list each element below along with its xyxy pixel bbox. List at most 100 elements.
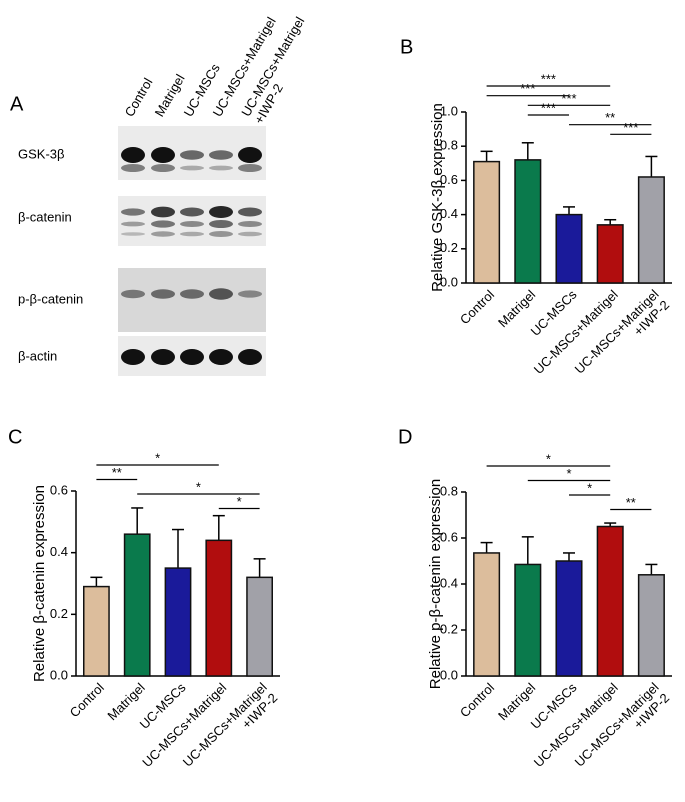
band	[209, 220, 233, 228]
x-tick-label: UC-MSCs+Matrigel+IWP-2	[572, 680, 673, 781]
significance-label: *	[155, 450, 160, 465]
band	[121, 208, 145, 216]
significance-label: *	[587, 480, 592, 495]
row-label: p-β-catenin	[18, 291, 83, 306]
bar	[514, 159, 542, 284]
y-tick-label: 0.4	[50, 544, 68, 559]
band	[180, 349, 204, 365]
band	[238, 290, 262, 298]
band	[180, 207, 204, 217]
y-tick-label: 0.6	[440, 529, 458, 544]
significance-label: ***	[561, 91, 576, 106]
panel-label: C	[8, 426, 22, 448]
bar	[596, 525, 624, 677]
band	[238, 349, 262, 365]
y-tick-label: 0.8	[440, 483, 458, 498]
band	[121, 221, 145, 227]
panel-label: A	[10, 93, 24, 115]
band	[151, 349, 175, 365]
significance-label: **	[605, 110, 615, 125]
bar	[246, 576, 273, 677]
bar	[205, 539, 233, 677]
y-tick-label: 0.0	[50, 667, 68, 682]
row-label: GSK-3β	[18, 146, 65, 161]
band	[180, 165, 204, 171]
bar	[514, 563, 542, 677]
y-tick-label: 0.2	[440, 240, 458, 255]
y-tick-label: 0.4	[440, 206, 458, 221]
bar	[555, 213, 583, 284]
band	[209, 288, 233, 300]
y-axis-label: Relative GSK-3β expression	[429, 103, 446, 292]
bar	[123, 533, 151, 677]
x-tick-label: Control	[457, 287, 497, 327]
significance-label: *	[237, 494, 242, 509]
bar	[637, 176, 665, 284]
row-label: β-actin	[18, 348, 57, 363]
band	[238, 147, 262, 163]
band	[209, 349, 233, 365]
bar	[164, 567, 192, 677]
y-tick-label: 0.2	[50, 606, 68, 621]
x-tick-label: UC-MSCs+Matrigel+IWP-2	[572, 287, 673, 388]
lane-label: Control	[122, 75, 156, 119]
row-label: β-catenin	[18, 209, 72, 224]
band	[121, 289, 145, 299]
y-tick-label: 0.0	[440, 667, 458, 682]
band	[151, 220, 175, 228]
y-tick-label: 0.4	[440, 575, 458, 590]
significance-label: ***	[541, 100, 556, 115]
band	[180, 231, 204, 237]
significance-label: ***	[520, 81, 535, 96]
blot-box	[118, 196, 266, 246]
band	[151, 289, 175, 299]
band	[151, 231, 175, 237]
y-axis-label: Relative β-catenin expression	[31, 485, 48, 682]
y-tick-label: 0.0	[440, 274, 458, 289]
band	[121, 349, 145, 365]
y-tick-label: 0.6	[50, 482, 68, 497]
band	[180, 150, 204, 160]
bar	[473, 552, 501, 677]
band	[238, 221, 262, 227]
band	[238, 164, 262, 172]
significance-label: **	[112, 465, 122, 480]
band	[151, 206, 175, 218]
blot-box	[118, 268, 266, 332]
band	[151, 164, 175, 172]
band	[180, 289, 204, 299]
band	[209, 206, 233, 218]
y-tick-label: 0.2	[440, 621, 458, 636]
y-axis-label: Relative p-β-catenin expression	[427, 479, 444, 689]
band	[238, 207, 262, 217]
x-tick-label: Control	[67, 680, 107, 720]
significance-label: *	[546, 451, 551, 466]
significance-label: ***	[623, 120, 638, 135]
bar	[555, 560, 583, 677]
x-tick-label: UC-MSCs+Matrigel+IWP-2	[180, 680, 281, 781]
band	[209, 150, 233, 160]
lane-label: UC-MSCs+Matrigel+IWP-2	[239, 14, 321, 126]
band	[121, 232, 145, 236]
y-tick-label: 0.8	[440, 138, 458, 153]
y-tick-label: 1.0	[440, 103, 458, 118]
significance-label: *	[196, 479, 201, 494]
bar	[473, 160, 501, 284]
band	[238, 231, 262, 237]
panel-label: B	[400, 36, 413, 58]
x-tick-label: Control	[457, 680, 497, 720]
band	[121, 164, 145, 172]
y-tick-label: 0.6	[440, 172, 458, 187]
bar	[596, 224, 624, 284]
bar	[637, 574, 665, 677]
significance-label: **	[626, 495, 636, 510]
band	[180, 221, 204, 227]
band	[209, 165, 233, 171]
significance-label: *	[566, 466, 571, 481]
band	[121, 147, 145, 163]
significance-label: ***	[541, 71, 556, 86]
band	[151, 147, 175, 163]
panel-label: D	[398, 426, 412, 448]
bar	[83, 585, 110, 677]
